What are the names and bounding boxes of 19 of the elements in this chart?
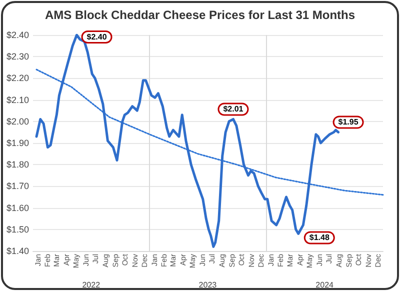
data-label: $1.95 <box>338 118 359 127</box>
data-label: $2.01 <box>223 104 244 114</box>
y-tick-label: $1.60 <box>6 202 29 213</box>
y-tick-label: $2.00 <box>6 116 29 126</box>
y-tick-label: $1.50 <box>6 224 29 234</box>
y-tick-label: $1.70 <box>6 181 29 192</box>
chart-title: AMS Block Cheddar Cheese Prices for Last 31 Months <box>44 8 356 22</box>
data-label: $2.40 <box>86 32 108 42</box>
y-tick-label: $2.20 <box>6 73 29 84</box>
y-tick-label: $2.40 <box>6 30 29 40</box>
x2-tick-label: 2023 <box>198 280 218 290</box>
y-tick-label: $1.80 <box>6 160 29 170</box>
data-label: $1.48 <box>309 233 330 242</box>
y-tick-label: $1.90 <box>6 138 29 148</box>
y-tick-label: $2.30 <box>6 52 29 62</box>
x2-tick-label: 2024 <box>316 280 334 290</box>
y-tick-label: $2.10 <box>6 94 29 105</box>
x2-tick-label: 2022 <box>82 280 101 290</box>
y-tick-label: $1.40 <box>6 246 29 256</box>
